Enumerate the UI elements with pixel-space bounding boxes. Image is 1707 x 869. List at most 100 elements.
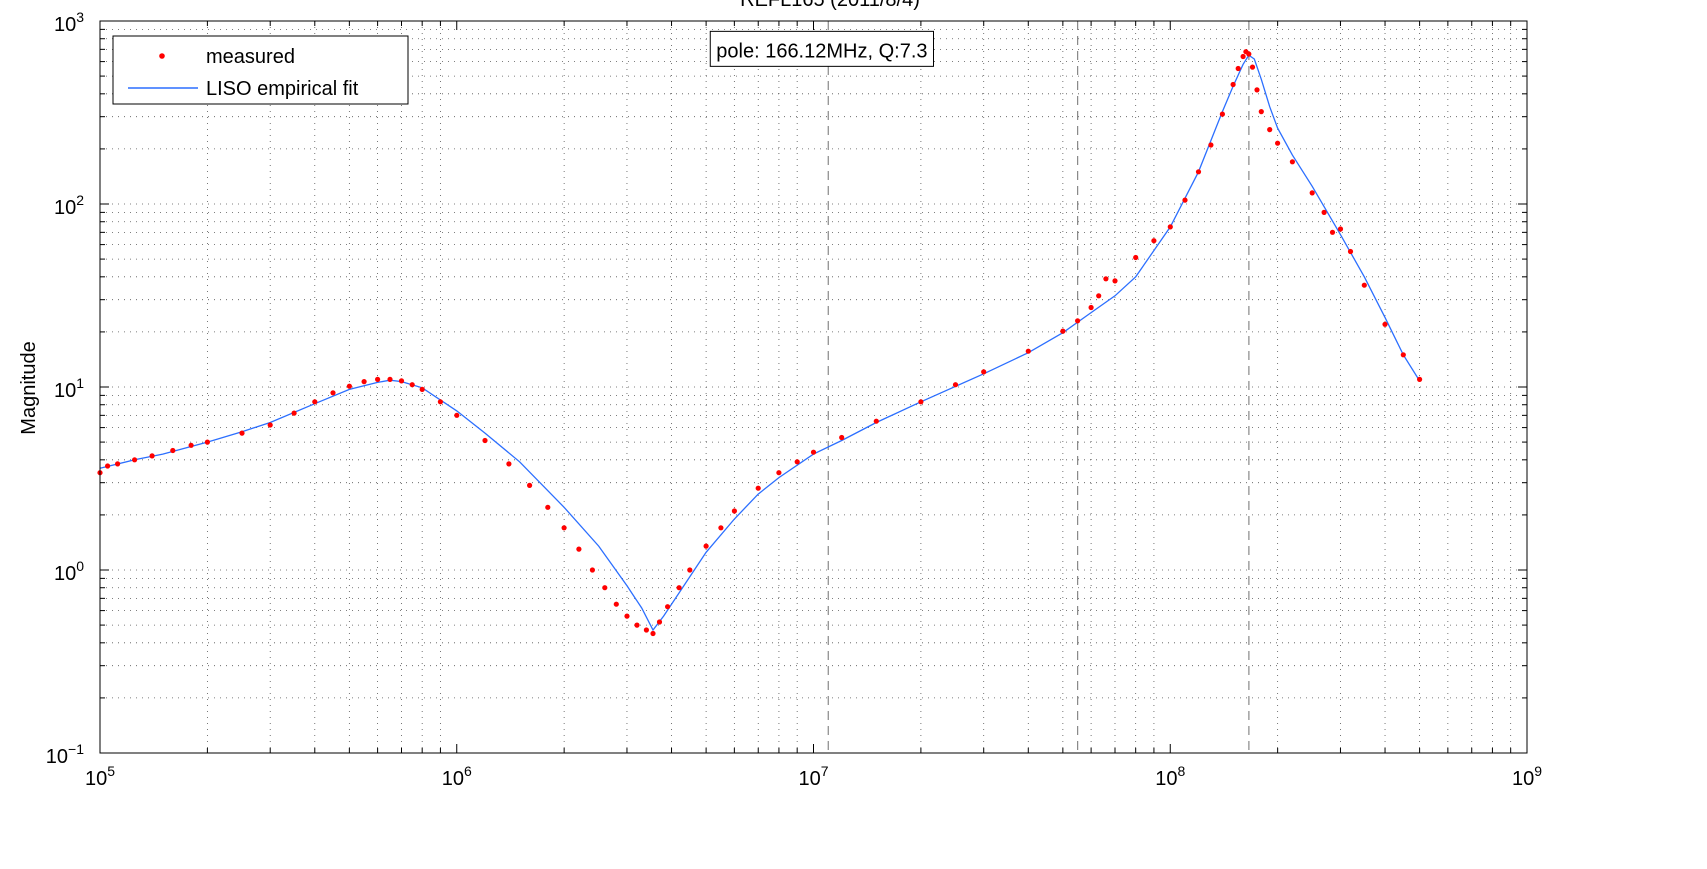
y-tick-label: 101 (54, 375, 84, 402)
data-point-measured (918, 399, 924, 405)
y-axis-label: Magnitude (18, 341, 40, 434)
data-point-measured (981, 369, 987, 375)
x-tick-label: 106 (442, 763, 472, 790)
data-point-measured (267, 422, 273, 428)
data-point-measured (1195, 169, 1202, 175)
data-point-measured (1254, 87, 1260, 93)
x-tick-label: 108 (1155, 763, 1185, 790)
chart-title: REFL165 (2011/8/4) (740, 0, 920, 11)
data-point-measured (613, 601, 619, 607)
data-point-measured (132, 457, 138, 463)
data-point-measured (454, 412, 460, 418)
series-fit-line (99, 54, 1421, 632)
data-point-measured (602, 585, 608, 591)
data-point-measured (1321, 209, 1327, 215)
data-point-measured (1267, 127, 1273, 133)
data-point-measured (1219, 111, 1225, 117)
data-point-measured (634, 622, 640, 628)
data-point-measured (506, 461, 512, 467)
y-tick-labels: 10−1 100 101 102 103 (46, 9, 84, 768)
data-point-measured (1337, 226, 1344, 232)
data-point-measured (239, 430, 245, 436)
data-point-measured (545, 504, 551, 510)
data-point-measured (1088, 304, 1094, 311)
data-point-measured (1133, 254, 1139, 261)
marker-lines (827, 21, 1250, 753)
tick-marks (99, 21, 1527, 754)
data-point-measured (409, 382, 415, 388)
data-point-measured (718, 525, 724, 531)
data-point-measured (952, 382, 959, 388)
data-point-measured (643, 627, 650, 633)
x-tick-label: 105 (85, 763, 115, 790)
legend-marker-measured (159, 53, 165, 59)
data-point-measured (330, 390, 336, 396)
data-point-measured (650, 630, 656, 637)
annotation-text: pole: 166.12MHz, Q:7.3 (716, 40, 927, 62)
data-point-measured (561, 525, 567, 531)
data-point-measured (624, 613, 630, 619)
series-layer (97, 49, 1423, 637)
data-point-measured (1309, 190, 1315, 196)
data-point-measured (873, 418, 879, 424)
data-point-measured (387, 376, 393, 382)
data-point-measured (346, 383, 352, 389)
data-point-measured (1347, 248, 1354, 255)
data-point-measured (375, 376, 381, 382)
data-point-measured (676, 585, 682, 591)
data-point-measured (1096, 293, 1102, 299)
data-point-measured (204, 439, 210, 445)
data-point-measured (1258, 109, 1264, 115)
data-point-measured (398, 378, 405, 384)
data-point-measured (1151, 238, 1157, 244)
data-point-measured (419, 386, 425, 392)
y-tick-label: 100 (54, 558, 84, 585)
data-point-measured (291, 410, 297, 416)
data-point-measured (170, 447, 176, 454)
data-point-measured (1246, 51, 1252, 57)
data-point-measured (731, 508, 738, 514)
x-tick-labels: 105 106 107 108 109 (85, 763, 1542, 790)
data-point-measured (188, 442, 194, 448)
data-point-measured (437, 399, 443, 405)
data-point-measured (1103, 276, 1109, 282)
data-point-measured (1208, 142, 1214, 148)
data-point-measured (1230, 81, 1236, 88)
data-point-measured (1167, 224, 1173, 230)
legend-label-fit: LISO empirical fit (206, 78, 359, 100)
data-point-measured (576, 546, 582, 552)
data-point-measured (1240, 53, 1246, 60)
y-tick-label: 103 (54, 9, 84, 36)
data-point-measured (1400, 352, 1406, 358)
data-point-measured (482, 437, 488, 444)
grid (100, 21, 1527, 753)
legend-label-measured: measured (206, 46, 295, 68)
data-point-measured (115, 461, 121, 467)
annotation-box: pole: 166.12MHz, Q:7.3 (709, 30, 935, 67)
data-point-measured (1417, 376, 1423, 382)
y-tick-label: 10−1 (46, 741, 84, 768)
data-point-measured (527, 482, 533, 488)
x-tick-label: 109 (1512, 763, 1542, 790)
data-point-measured (1382, 321, 1388, 327)
data-point-measured (794, 459, 800, 465)
data-point-measured (1182, 197, 1188, 203)
data-point-measured (665, 604, 671, 610)
data-point-measured (105, 463, 111, 469)
x-tick-label: 107 (798, 763, 828, 790)
data-point-measured (1075, 318, 1081, 324)
data-point-measured (839, 434, 845, 441)
data-point-measured (810, 449, 817, 455)
data-point-measured (776, 470, 782, 476)
data-point-measured (1275, 140, 1281, 146)
data-point-measured (656, 619, 663, 625)
data-point-measured (1361, 282, 1367, 288)
y-tick-label: 102 (54, 192, 84, 219)
data-point-measured (1329, 229, 1336, 235)
data-point-measured (149, 453, 155, 459)
data-point-measured (1060, 328, 1066, 334)
legend: measured LISO empirical fit (112, 35, 409, 105)
data-point-measured (687, 567, 693, 573)
